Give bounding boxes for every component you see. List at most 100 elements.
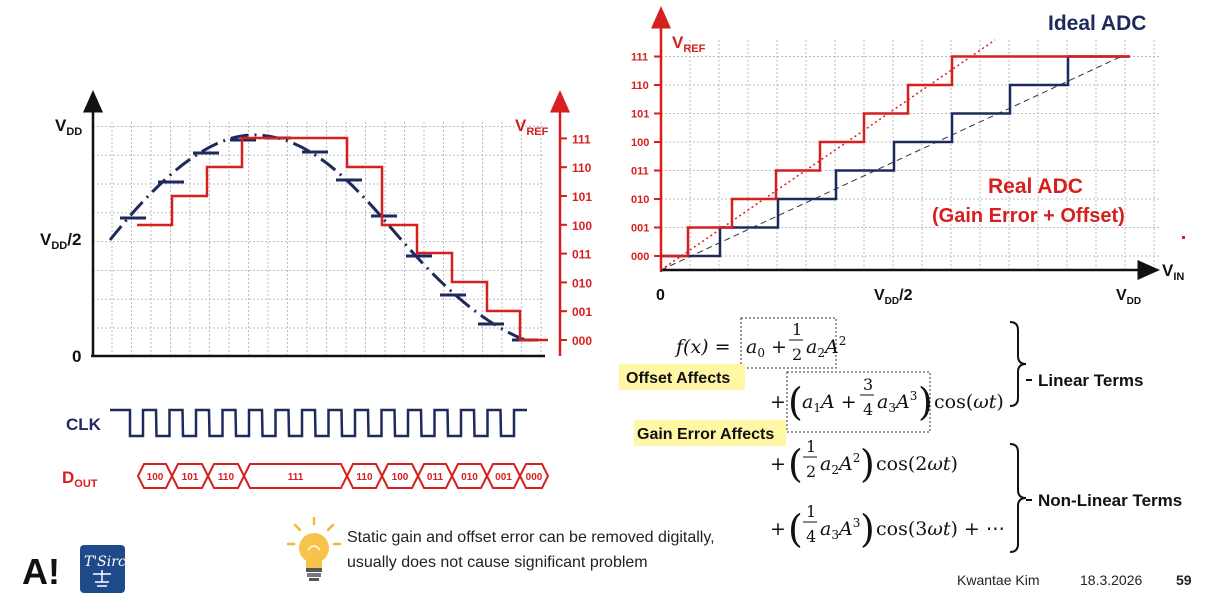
dout-bus-segment (242, 463, 349, 489)
right-code-label: 011 (631, 166, 649, 178)
right-code-label: 010 (631, 194, 649, 206)
gain-affects-label: Gain Error Affects (637, 426, 774, 443)
real-adc-title: Real ADC (988, 175, 1083, 198)
gain-term-box (786, 371, 931, 433)
right-code-label: 100 (631, 137, 649, 149)
adc-transfer-plot: 000 001 010 011 100 101 110 111 VREF VIN 0 VDD/… (631, 6, 1185, 307)
eq-dc-a2: a2A2 (806, 334, 846, 360)
clk-label: CLK (66, 415, 102, 434)
eq-a2A2: a2A2 (820, 451, 860, 477)
right-code-label: 110 (631, 80, 649, 92)
dout-code-label: 011 (427, 472, 444, 483)
eq-plus-2: + (770, 391, 786, 413)
lightbulb-icon (286, 516, 342, 581)
right-x-label-zero: 0 (656, 287, 665, 304)
left-y-label-vdd: VDD (55, 116, 82, 138)
ideal-adc-staircase (661, 55, 1130, 258)
dout-bus-segment (518, 463, 550, 489)
eq-frac-num-2: 3 (863, 375, 873, 394)
left-code-labels: 000 001 010 011 100 101 110 111 (572, 132, 592, 348)
analog-sine-curve (108, 133, 531, 344)
offset-affects-highlight (619, 364, 745, 390)
linear-terms-label: Linear Terms (1038, 371, 1144, 390)
eq-plus-3: + (770, 453, 786, 475)
left-code-label: 110 (572, 161, 592, 175)
offset-term-box (740, 317, 837, 369)
dout-code-label: 110 (218, 472, 235, 483)
eq-cos-3wt: cos(3ωt) + ⋯ (876, 518, 1005, 540)
dout-bus-diagram: 100 101 110 111 110 100 011 010 001 000 (136, 463, 550, 489)
right-vref-label: VREF (672, 33, 706, 55)
eq-term-dc: a0 + (746, 336, 787, 360)
eq-paren-open-4: ( (788, 507, 803, 551)
right-code-label: 000 (631, 251, 649, 263)
dout-code-label: 110 (356, 472, 373, 483)
footer-date: 18.3.2026 (1080, 572, 1143, 588)
dout-bus-segment (450, 463, 489, 489)
right-vin-label: VIN (1162, 261, 1184, 283)
left-code-label: 011 (572, 248, 592, 262)
left-code-label: 100 (572, 219, 592, 233)
ideal-reference-line (660, 56, 1121, 271)
real-adc-staircase (661, 55, 1130, 258)
right-code-label: 111 (631, 52, 648, 64)
dout-code-label: 001 (495, 472, 512, 483)
nonlinear-brace (1009, 443, 1027, 553)
real-reference-line (660, 39, 996, 271)
clock-waveform (110, 408, 527, 438)
tsirc-logo: T'Sirc (80, 545, 126, 593)
gain-affects-highlight (634, 420, 786, 446)
eq-paren-close-4: ) (860, 507, 875, 551)
right-y-ticks (654, 55, 661, 257)
eq-a3A3-b: a3A3 (820, 516, 860, 542)
fourier-equation: f(x) = a0 + 1 2 a2A2 + ( a1A + 3 4 a3A3 … (619, 317, 1182, 553)
dout-code-label: 111 (288, 472, 304, 483)
eq-paren-open-2: ( (788, 380, 803, 424)
dout-code-label: 100 (392, 472, 409, 483)
eq-frac-num-3: 1 (806, 437, 816, 456)
quantized-staircase (137, 136, 548, 342)
red-dot-mark (1182, 236, 1185, 239)
nonlinear-terms-label: Non-Linear Terms (1038, 491, 1182, 510)
offset-affects-label: Offset Affects (626, 370, 730, 387)
eq-paren-open-3: ( (788, 442, 803, 486)
left-plot-grid (93, 122, 545, 356)
dout-bus-segment (416, 463, 454, 489)
real-adc-subtitle: (Gain Error + Offset) (932, 205, 1125, 227)
sampled-sine-plot: VDD VDD/2 0 VREF 000 001 010 011 100 101 110 11… (40, 90, 592, 366)
left-code-label: 001 (572, 305, 592, 319)
left-code-label: 010 (572, 276, 592, 290)
eq-frac-den-3: 2 (806, 462, 816, 481)
eq-a1A: a1A + (802, 391, 857, 415)
dout-bus-segment (170, 463, 210, 489)
eq-a3A3: a3A3 (877, 389, 917, 415)
right-x-label-vdd: VDD (1116, 287, 1141, 307)
dout-bus-segment (485, 463, 522, 489)
dout-code-label: 000 (526, 472, 543, 483)
dout-label: DOUT (62, 468, 98, 490)
left-code-label: 111 (572, 132, 591, 146)
svg-text:T'Sirc: T'Sirc (84, 554, 126, 570)
right-code-label: 001 (631, 223, 649, 235)
footer-author: Kwantae Kim (957, 572, 1040, 588)
ideal-adc-title: Ideal ADC (1048, 12, 1146, 35)
left-y-label-zero: 0 (72, 347, 81, 366)
dout-bus-segment (345, 463, 384, 489)
eq-frac-half-1: 1 (792, 320, 802, 339)
left-vref-label: VREF (515, 116, 549, 138)
eq-frac-num-4: 1 (806, 502, 816, 521)
dout-code-label: 101 (182, 472, 199, 483)
right-code-label: 101 (631, 109, 649, 121)
eq-cos-wt: cos(ωt) (934, 391, 1004, 413)
right-x-label-half: VDD/2 (874, 287, 913, 307)
eq-cos-2wt: cos(2ωt) (876, 453, 958, 475)
footer-page-number: 59 (1176, 572, 1192, 588)
eq-plus-4: + (770, 518, 786, 540)
left-vref-ticks (560, 137, 567, 341)
dout-bus-segment (380, 463, 420, 489)
eq-frac-den-1: 2 (792, 345, 802, 364)
eq-paren-close-2: ) (918, 380, 933, 424)
eq-frac-den-4: 4 (806, 527, 816, 546)
eq-paren-close-3: ) (860, 442, 875, 486)
left-code-label: 000 (572, 334, 592, 348)
